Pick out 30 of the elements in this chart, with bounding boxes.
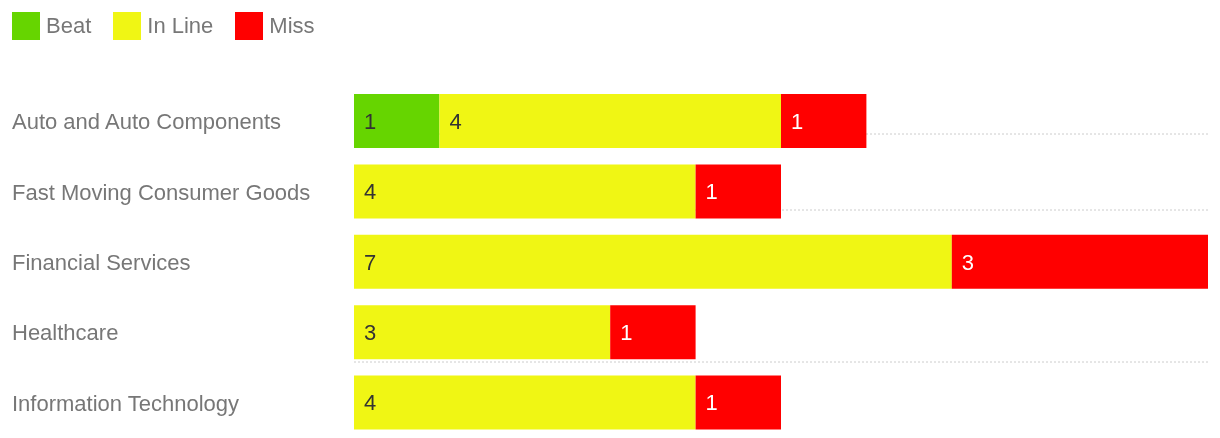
y-tick-label: Healthcare <box>12 320 119 346</box>
bar <box>781 94 867 148</box>
y-tick-label: Auto and Auto Components <box>12 109 282 135</box>
y-tick-label: Fast Moving Consumer Goods <box>12 179 311 205</box>
bar <box>354 164 696 219</box>
bar <box>354 305 611 360</box>
data-label: 4 <box>364 179 377 205</box>
bar <box>354 94 440 148</box>
bar <box>951 234 1208 289</box>
legend-label: Miss <box>269 13 315 39</box>
data-label: 4 <box>364 390 377 416</box>
bar <box>354 234 952 289</box>
legend-label: Beat <box>46 13 92 39</box>
y-tick-label: Financial Services <box>12 250 191 275</box>
y-tick-label: Information Technology <box>12 390 240 416</box>
data-label: 1 <box>705 390 718 416</box>
data-label: 4 <box>449 108 462 134</box>
data-label: 1 <box>791 108 804 134</box>
data-label: 1 <box>705 179 718 205</box>
data-label: 3 <box>961 249 975 275</box>
data-label: 7 <box>364 249 377 275</box>
data-label: 3 <box>364 320 377 346</box>
bar <box>354 375 696 430</box>
bar <box>610 305 696 360</box>
bar <box>695 375 781 430</box>
data-label: 1 <box>364 108 377 134</box>
data-label: 1 <box>620 320 633 346</box>
legend-label: In Line <box>147 13 214 39</box>
bar <box>695 164 781 219</box>
bar <box>439 94 781 148</box>
